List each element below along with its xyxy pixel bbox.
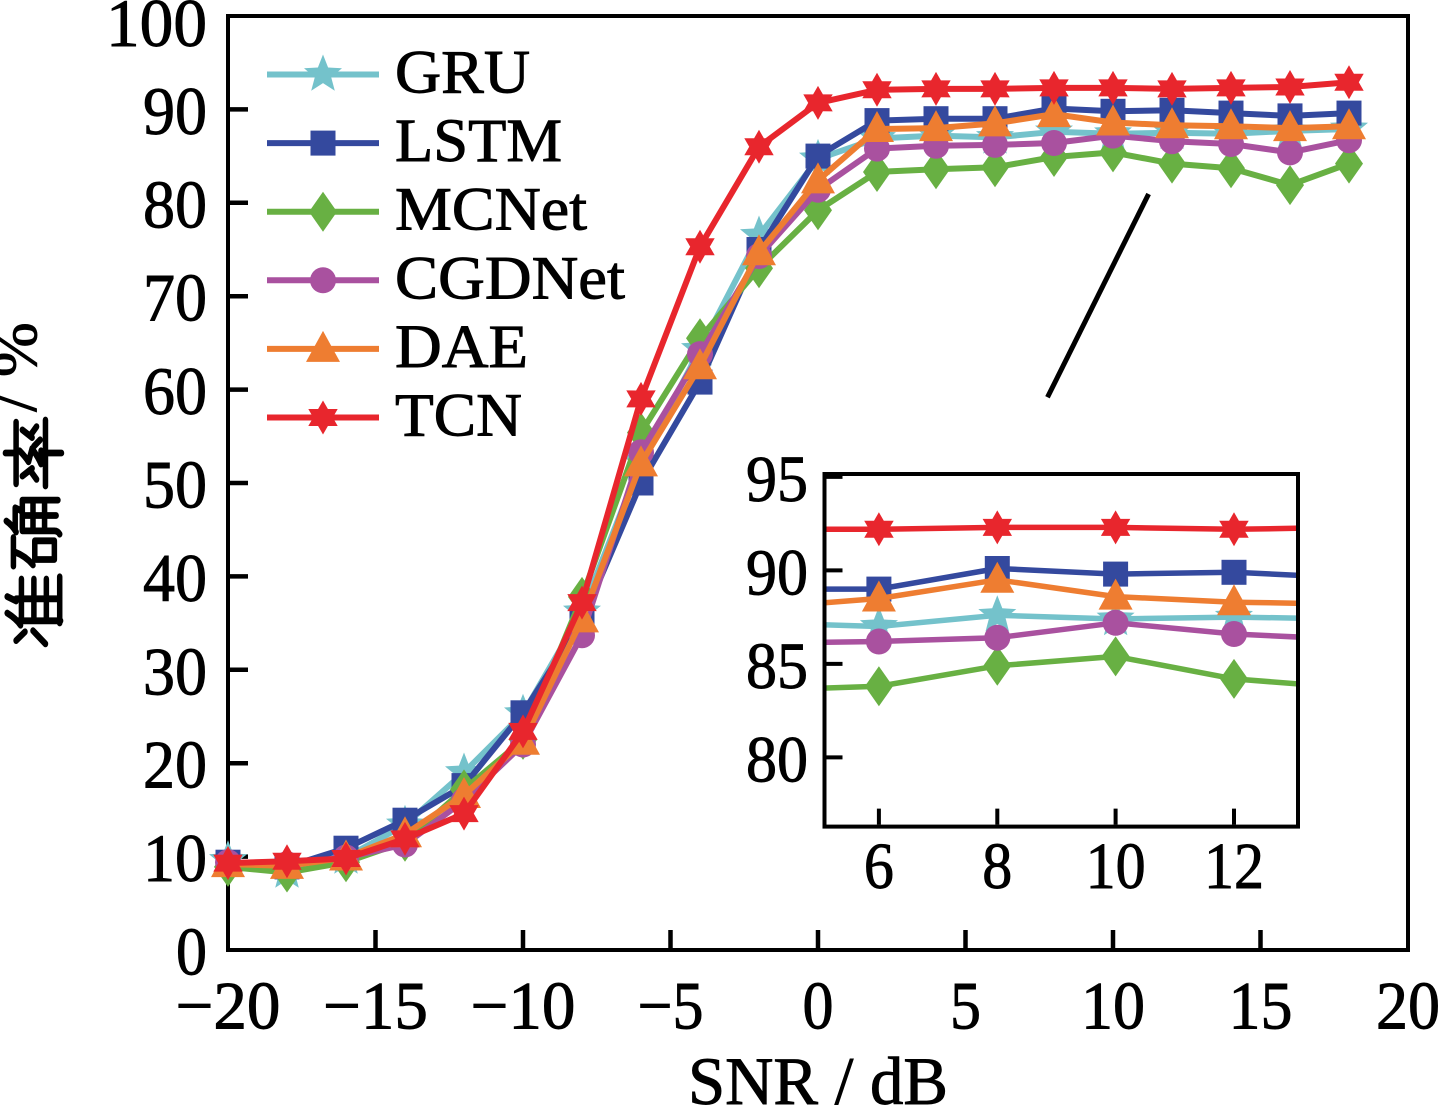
svg-text:40: 40 [143, 540, 207, 616]
svg-text:6: 6 [864, 830, 894, 903]
svg-text:100: 100 [106, 0, 207, 61]
svg-text:CGDNet: CGDNet [395, 245, 625, 312]
svg-text:15: 15 [1229, 968, 1293, 1044]
svg-text:DAE: DAE [395, 314, 528, 381]
svg-text:GRU: GRU [395, 40, 530, 107]
svg-text:−20: −20 [176, 968, 281, 1044]
svg-text:80: 80 [746, 723, 808, 796]
svg-text:50: 50 [143, 447, 207, 523]
svg-text:/ %: / % [0, 322, 51, 412]
svg-text:30: 30 [143, 633, 207, 709]
svg-text:−15: −15 [323, 968, 428, 1044]
svg-text:60: 60 [143, 353, 207, 429]
svg-text:MCNet: MCNet [395, 177, 587, 244]
svg-text:10: 10 [1081, 968, 1145, 1044]
svg-text:8: 8 [982, 830, 1012, 903]
svg-text:10: 10 [1086, 830, 1146, 903]
svg-text:SNR / dB: SNR / dB [688, 1043, 948, 1108]
svg-text:90: 90 [746, 536, 808, 609]
svg-text:80: 80 [143, 166, 207, 242]
svg-text:70: 70 [143, 260, 207, 336]
svg-text:20: 20 [1376, 968, 1440, 1044]
svg-text:−5: −5 [638, 968, 704, 1044]
svg-text:0: 0 [176, 914, 207, 990]
svg-text:12: 12 [1204, 830, 1264, 903]
svg-text:TCN: TCN [395, 383, 522, 450]
svg-text:20: 20 [143, 727, 207, 803]
svg-text:10: 10 [143, 820, 207, 896]
svg-text:95: 95 [746, 443, 808, 516]
svg-text:5: 5 [950, 968, 981, 1044]
svg-text:0: 0 [803, 968, 834, 1044]
svg-text:90: 90 [143, 73, 207, 149]
svg-text:85: 85 [746, 630, 808, 703]
svg-text:−10: −10 [471, 968, 576, 1044]
svg-text:LSTM: LSTM [395, 108, 562, 175]
